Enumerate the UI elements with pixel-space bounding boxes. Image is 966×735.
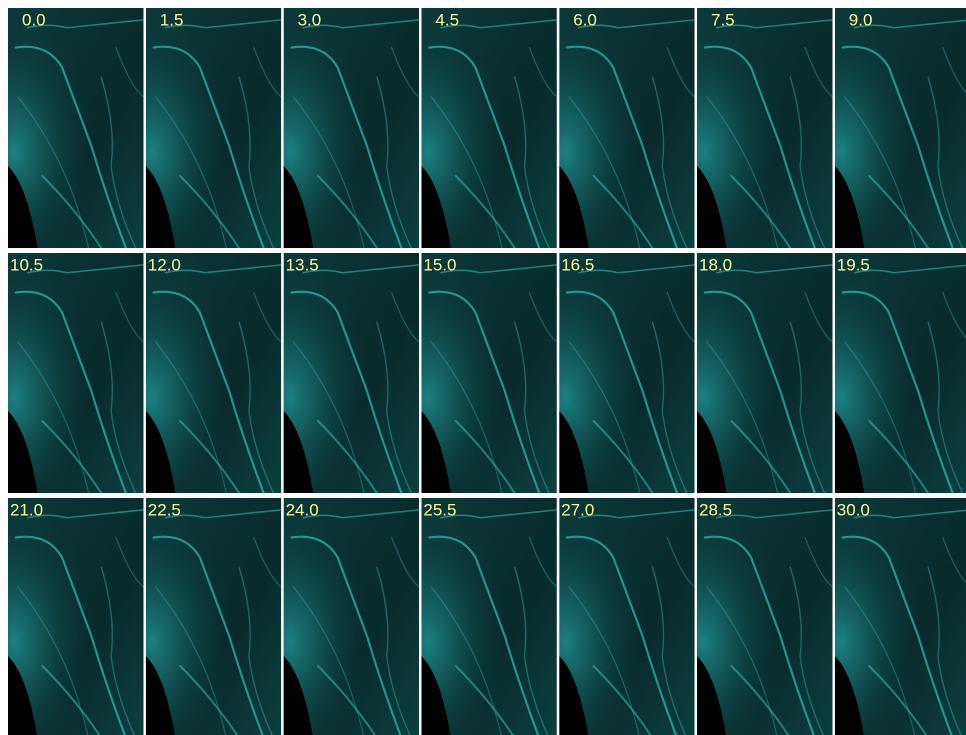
frame-image bbox=[559, 253, 695, 493]
frame-image bbox=[8, 8, 144, 248]
frame-image bbox=[697, 8, 833, 248]
frame-image bbox=[421, 253, 557, 493]
frame-time-label: 18.0 bbox=[699, 255, 732, 274]
frame-image bbox=[145, 253, 282, 493]
frame-image bbox=[421, 498, 557, 735]
frame-image bbox=[283, 8, 420, 248]
frame-time-label: 16.5 bbox=[561, 255, 594, 274]
frame-tile: 15.0 bbox=[421, 253, 557, 493]
frame-time-label: 28.5 bbox=[699, 500, 732, 519]
frame-tile: 18.0 bbox=[697, 253, 833, 493]
frame-time-label: 19.5 bbox=[837, 255, 870, 274]
frame-tile: 13.5 bbox=[283, 253, 420, 493]
frame-time-label: 15.0 bbox=[423, 255, 456, 274]
frame-image bbox=[834, 8, 966, 248]
frame-image bbox=[145, 498, 282, 735]
frame-time-label: 24.0 bbox=[286, 500, 319, 519]
frame-time-label: 9.0 bbox=[849, 10, 873, 29]
frame-time-label: 6.0 bbox=[573, 10, 597, 29]
frame-tile: 30.0 bbox=[834, 498, 966, 735]
frame-tile: 16.5 bbox=[559, 253, 695, 493]
frame-tile: 22.5 bbox=[145, 498, 282, 735]
frame-image bbox=[283, 253, 420, 493]
frame-tile: 4.5 bbox=[421, 8, 557, 248]
frame-image bbox=[834, 253, 966, 493]
frame-image bbox=[697, 498, 833, 735]
frame-tile: 10.5 bbox=[8, 253, 144, 493]
frame-tile: 24.0 bbox=[283, 498, 420, 735]
frame-time-label: 1.5 bbox=[160, 10, 184, 29]
frame-tile: 3.0 bbox=[283, 8, 420, 248]
frame-time-label: 22.5 bbox=[148, 500, 181, 519]
frame-time-label: 4.5 bbox=[435, 10, 459, 29]
frame-tile: 27.0 bbox=[559, 498, 695, 735]
frame-image bbox=[145, 8, 282, 248]
frame-tile: 19.5 bbox=[834, 253, 966, 493]
frame-time-label: 25.5 bbox=[423, 500, 456, 519]
frame-tile: 21.0 bbox=[8, 498, 144, 735]
frame-image bbox=[8, 253, 144, 493]
frame-image bbox=[697, 253, 833, 493]
frame-time-label: 7.5 bbox=[711, 10, 735, 29]
frame-time-label: 27.0 bbox=[561, 500, 594, 519]
frame-time-label: 12.0 bbox=[148, 255, 181, 274]
frame-time-label: 0.0 bbox=[22, 10, 46, 29]
frame-tile: 1.5 bbox=[145, 8, 282, 248]
frame-tile: 25.5 bbox=[421, 498, 557, 735]
frame-tile: 0.0 bbox=[8, 8, 144, 248]
frame-tile: 9.0 bbox=[834, 8, 966, 248]
frame-tile: 28.5 bbox=[697, 498, 833, 735]
frame-time-label: 30.0 bbox=[837, 500, 870, 519]
frame-image bbox=[421, 8, 557, 248]
frame-image bbox=[283, 498, 420, 735]
frame-image bbox=[559, 498, 695, 735]
frame-tile: 7.5 bbox=[697, 8, 833, 248]
frame-time-label: 3.0 bbox=[298, 10, 322, 29]
frame-time-label: 21.0 bbox=[10, 500, 43, 519]
frame-image bbox=[834, 498, 966, 735]
frame-tile: 6.0 bbox=[559, 8, 695, 248]
frame-time-label: 10.5 bbox=[10, 255, 43, 274]
frame-tile: 12.0 bbox=[145, 253, 282, 493]
frame-image bbox=[8, 498, 144, 735]
frame-time-label: 13.5 bbox=[286, 255, 319, 274]
frame-image bbox=[559, 8, 695, 248]
